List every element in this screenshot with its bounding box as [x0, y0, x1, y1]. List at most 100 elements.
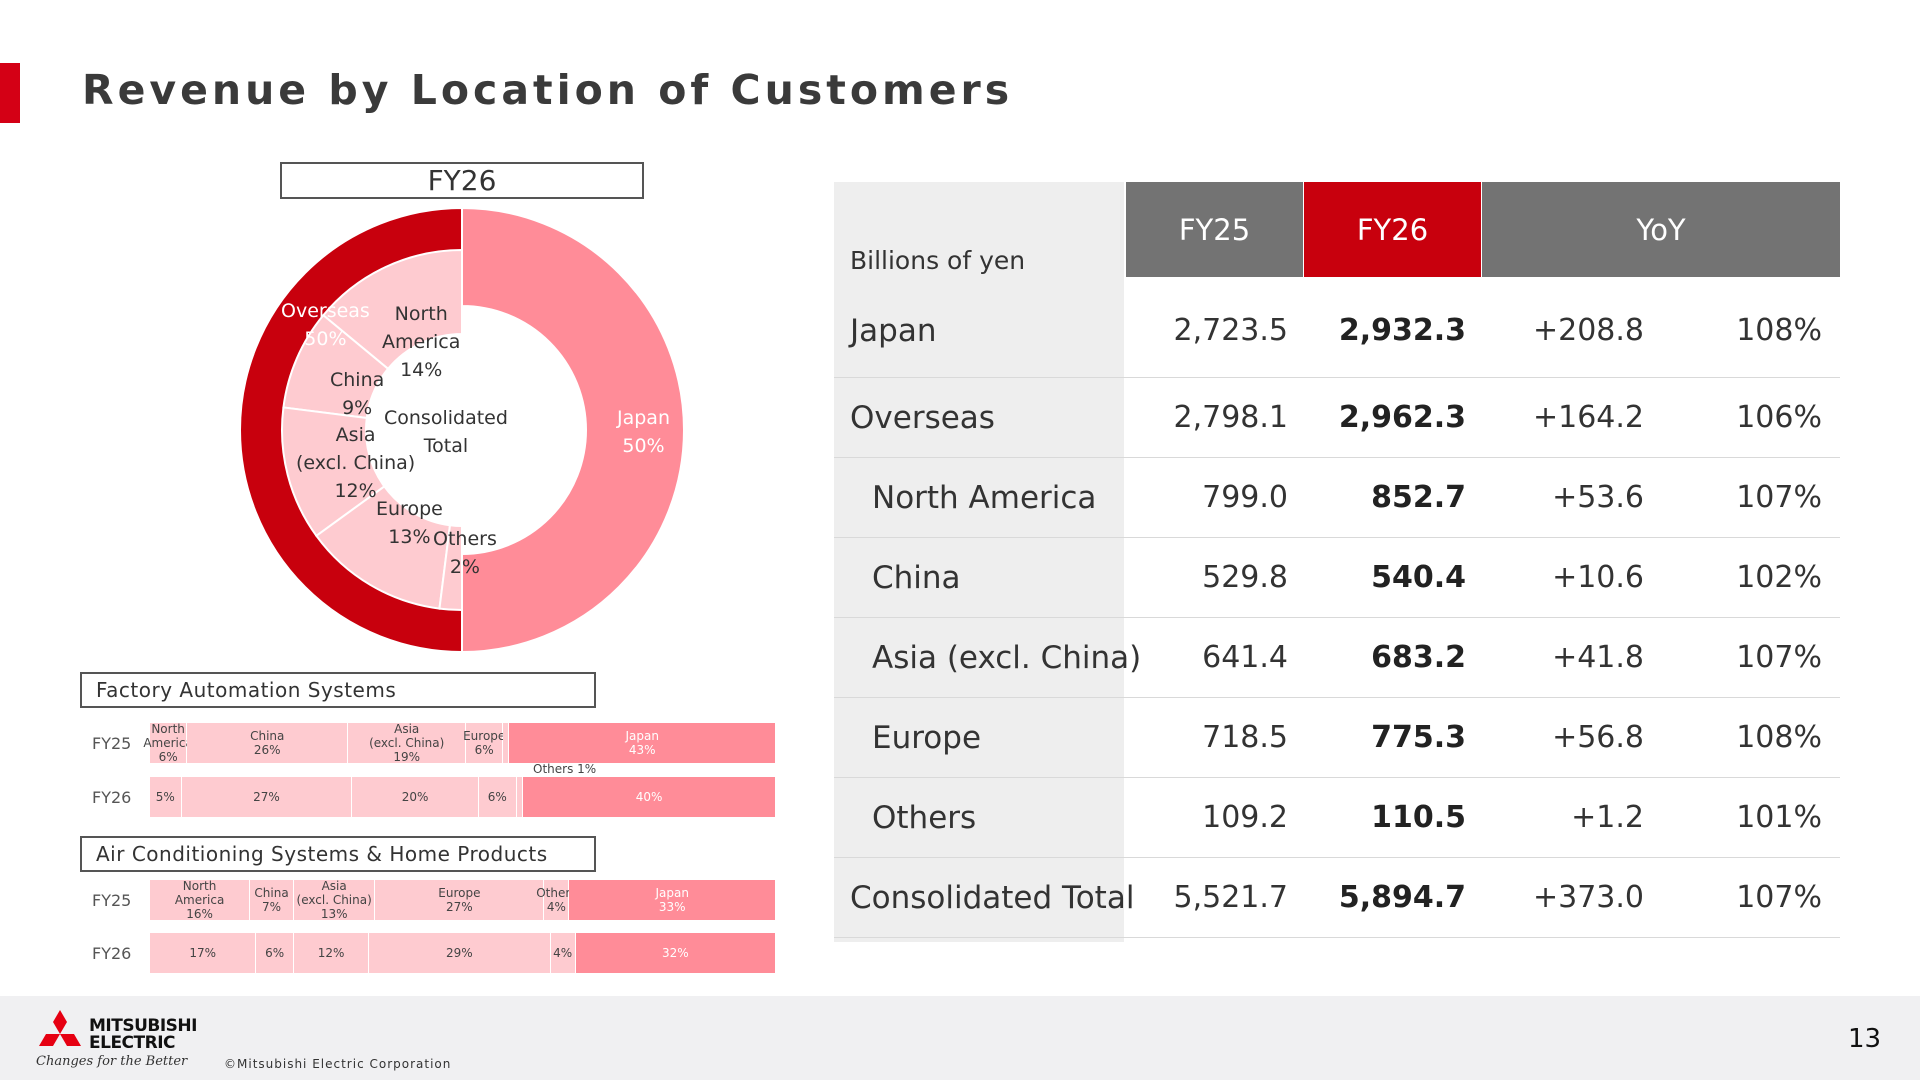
donut-center-label: Consolidated Total: [384, 407, 508, 457]
fy25-value: 718.5: [1202, 720, 1288, 755]
row-name: China: [872, 560, 961, 596]
bar-segment: Japan 33%: [569, 880, 776, 920]
copyright: ©Mitsubishi Electric Corporation: [224, 1057, 452, 1071]
table-row: Overseas 2,798.1 2,962.3 +164.2 106%: [834, 378, 1840, 458]
title-accent-bar: [0, 63, 20, 123]
bar-segment: 5%: [150, 777, 182, 817]
header-fy25: FY25: [1126, 182, 1303, 277]
inner-slice-china: [282, 313, 390, 420]
bar-segment: Japan 43%: [509, 723, 776, 763]
bar-segment: 17%: [150, 933, 257, 973]
yoy-diff: +373.0: [1532, 880, 1644, 915]
yoy-pct: 107%: [1736, 880, 1822, 915]
bar-segment: China 7%: [250, 880, 294, 920]
fy25-value: 799.0: [1202, 480, 1288, 515]
row-name: Overseas: [850, 400, 995, 436]
yoy-pct: 107%: [1736, 640, 1822, 675]
fy25-value: 109.2: [1202, 800, 1288, 835]
table-row: Japan 2,723.5 2,932.3 +208.8 108%: [834, 291, 1840, 378]
fy25-value: 641.4: [1202, 640, 1288, 675]
bar-segment: [516, 777, 524, 817]
yoy-pct: 102%: [1736, 560, 1822, 595]
bar-row-label: FY25: [92, 891, 132, 910]
outer-slice-japan: [461, 208, 684, 652]
table-row: China 529.8 540.4 +10.6 102%: [834, 538, 1840, 618]
segment-title-0: Factory Automation Systems: [80, 672, 596, 708]
bar-segment: 12%: [293, 933, 370, 973]
revenue-donut-chart: [240, 208, 684, 652]
fy26-value: 110.5: [1371, 800, 1466, 835]
logo-tagline: Changes for the Better: [36, 1054, 188, 1069]
bar-segment: 20%: [352, 777, 479, 817]
row-name: Japan: [850, 313, 937, 349]
fy26-value: 852.7: [1371, 480, 1466, 515]
bar-segment: Asia (excl. China) 19%: [348, 722, 467, 764]
row-name: Others: [872, 800, 977, 836]
donut-label-asia: Asia (excl. China) 12%: [296, 424, 416, 502]
inner-slice-north-america: [321, 248, 463, 371]
bar-segment: 40%: [523, 777, 776, 817]
yoy-diff: +164.2: [1532, 400, 1644, 435]
bar-segment: North America 16%: [150, 879, 251, 921]
yoy-pct: 108%: [1736, 313, 1822, 348]
others-annotation: Others 1%: [533, 762, 597, 776]
page-number: 13: [1848, 1024, 1882, 1054]
inner-slice-europe: [314, 485, 452, 610]
bar-segment: North America 6%: [143, 722, 193, 764]
logo-wordmark: MITSUBISHI ELECTRIC: [89, 1016, 197, 1053]
stacked-bar: 17% 6% 12% 29% 4% 32%: [150, 933, 776, 973]
fy25-value: 529.8: [1202, 560, 1288, 595]
donut-label-china: China 9%: [330, 369, 385, 419]
segment-title-1: Air Conditioning Systems & Home Products: [80, 836, 596, 872]
yoy-diff: +1.2: [1571, 800, 1644, 835]
donut-label-others: Others 2%: [433, 528, 497, 578]
table-row: North America 799.0 852.7 +53.6 107%: [834, 458, 1840, 538]
bar-segment: Europe 6%: [463, 723, 505, 763]
bar-segment: [503, 723, 510, 763]
donut-hole: [367, 335, 557, 525]
bar-segment: 27%: [181, 777, 353, 817]
yoy-diff: +208.8: [1532, 313, 1644, 348]
bar-segment: Others 4%: [536, 880, 577, 920]
inner-slice-asia: [281, 406, 386, 538]
yoy-pct: 108%: [1736, 720, 1822, 755]
yoy-pct: 106%: [1736, 400, 1822, 435]
bar-row-label: FY26: [92, 944, 132, 963]
fy26-value: 5,894.7: [1338, 880, 1466, 915]
bar-segment: Asia (excl. China) 13%: [293, 879, 376, 921]
fy25-value: 5,521.7: [1173, 880, 1288, 915]
stacked-bar: North America 16% China 7% Asia (excl. Chi…: [150, 879, 776, 921]
table-label-column: [834, 182, 1124, 942]
fy26-value: 683.2: [1371, 640, 1466, 675]
row-name: Europe: [872, 720, 982, 756]
page-title: Revenue by Location of Customers: [82, 66, 1014, 114]
stacked-bar: North America 6% China 26% Asia (excl. Chi…: [143, 722, 776, 764]
inner-slice-others: [438, 524, 463, 612]
bar-segment: China 26%: [187, 723, 349, 763]
donut-label-europe: Europe 13%: [376, 498, 443, 548]
header-fy26: FY26: [1304, 182, 1481, 277]
yoy-diff: +53.6: [1552, 480, 1644, 515]
donut-label-japan: Japan 50%: [617, 407, 670, 457]
unit-label: Billions of yen: [850, 246, 1026, 275]
fy26-value: 2,962.3: [1338, 400, 1466, 435]
row-name: Asia (excl. China): [872, 640, 1142, 676]
fy26-value: 775.3: [1371, 720, 1466, 755]
table-row: Consolidated Total 5,521.7 5,894.7 +373.0 10…: [834, 858, 1840, 938]
stacked-bar: 5% 27% 20% 6% 40%: [150, 777, 776, 817]
donut-heading: FY26: [280, 162, 644, 199]
row-name: North America: [872, 480, 1097, 516]
fy26-value: 540.4: [1371, 560, 1466, 595]
yoy-diff: +56.8: [1552, 720, 1644, 755]
row-name: Consolidated Total: [850, 880, 1135, 916]
bar-segment: 6%: [478, 777, 517, 817]
footer: [0, 996, 1920, 1080]
bar-segment: 6%: [256, 933, 294, 973]
donut-label-overseas: Overseas 50%: [281, 300, 370, 350]
fy26-value: 2,932.3: [1338, 313, 1466, 348]
table-row: Europe 718.5 775.3 +56.8 108%: [834, 698, 1840, 778]
bar-segment: 4%: [550, 933, 576, 973]
yoy-diff: +41.8: [1552, 640, 1644, 675]
bar-row-label: FY25: [92, 734, 132, 753]
bar-row-label: FY26: [92, 788, 132, 807]
